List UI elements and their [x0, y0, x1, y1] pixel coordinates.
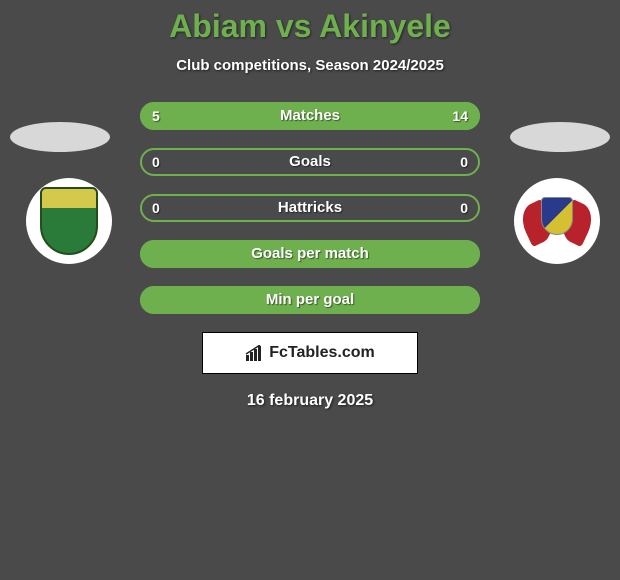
club-badge-right	[514, 178, 600, 264]
infographic-container: Abiam vs Akinyele Club competitions, Sea…	[0, 0, 620, 410]
stat-label: Goals	[140, 148, 480, 176]
brand-footer: FcTables.com	[202, 332, 418, 374]
stat-value-right: 14	[452, 102, 468, 130]
shield-icon	[541, 197, 573, 235]
stat-row-gpm: Goals per match	[140, 240, 480, 268]
club-crest-left	[40, 187, 98, 255]
stat-label: Goals per match	[140, 240, 480, 268]
stat-value-right: 0	[460, 148, 468, 176]
player-badge-right	[510, 122, 610, 152]
stat-label: Hattricks	[140, 194, 480, 222]
stat-row-goals: 0 Goals 0	[140, 148, 480, 176]
brand-text: FcTables.com	[269, 344, 375, 362]
stats-list: 5 Matches 14 0 Goals 0 0 Hattricks 0 Goa…	[140, 102, 480, 314]
stat-row-mpg: Min per goal	[140, 286, 480, 314]
stat-row-matches: 5 Matches 14	[140, 102, 480, 130]
stat-row-hattricks: 0 Hattricks 0	[140, 194, 480, 222]
club-badge-left	[26, 178, 112, 264]
stat-label: Matches	[140, 102, 480, 130]
footer-date: 16 february 2025	[0, 392, 620, 410]
subtitle: Club competitions, Season 2024/2025	[0, 57, 620, 74]
stat-value-right: 0	[460, 194, 468, 222]
stat-label: Min per goal	[140, 286, 480, 314]
bar-chart-icon	[245, 345, 265, 361]
player-badge-left	[10, 122, 110, 152]
club-crest-right	[521, 185, 593, 257]
page-title: Abiam vs Akinyele	[0, 8, 620, 45]
